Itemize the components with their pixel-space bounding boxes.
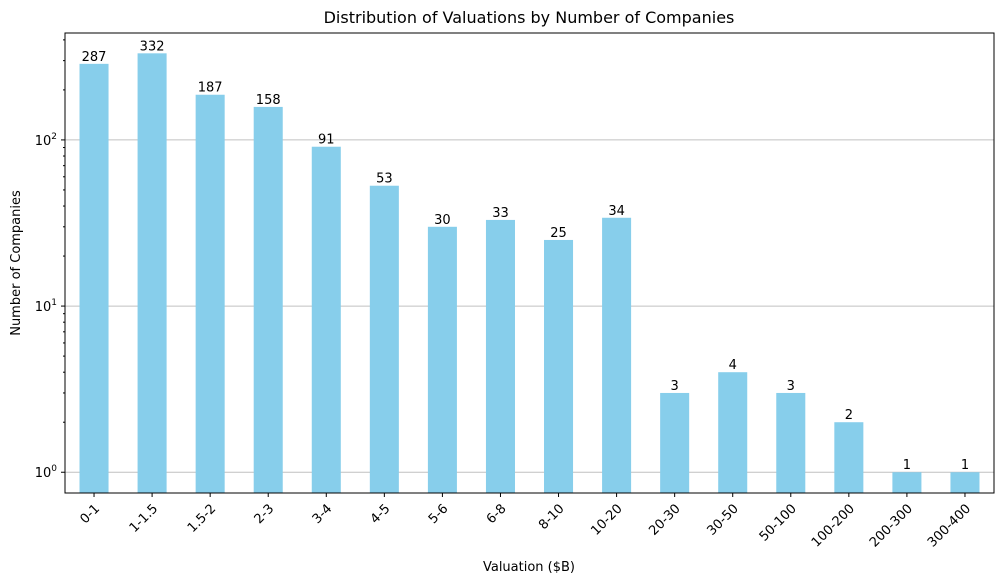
data-label: 30 [434, 213, 451, 228]
data-label: 332 [140, 39, 165, 54]
x-tick-label: 20-30 [646, 501, 683, 538]
x-tick-label: 0-1 [77, 501, 103, 527]
bars [79, 53, 980, 494]
x-tick-label: 5-6 [426, 501, 452, 527]
data-label: 187 [198, 81, 223, 96]
x-tick-label: 200-300 [867, 501, 916, 550]
data-label: 3 [787, 379, 795, 394]
x-tick-label: 4-5 [368, 501, 394, 527]
y-tick-label: 101 [35, 298, 57, 315]
bar [892, 472, 922, 493]
x-tick-label: 2-3 [252, 501, 278, 527]
x-tick-label: 100-200 [809, 501, 858, 550]
data-label: 34 [608, 204, 625, 219]
data-label: 4 [729, 358, 737, 373]
bar [195, 94, 225, 494]
bar [602, 217, 632, 493]
chart-title: Distribution of Valuations by Number of … [324, 8, 735, 27]
data-label: 53 [376, 172, 393, 187]
x-axis: 0-1 1-1.5 1.5-2 2-3 3-4 4-5 5-6 6-8 8-10 10-20 20-… [77, 493, 974, 550]
bar [369, 185, 399, 493]
x-tick-label: 1-1.5 [127, 501, 161, 535]
bar [834, 422, 864, 493]
bar [660, 392, 690, 493]
y-tick-label: 100 [35, 464, 58, 481]
bar [485, 219, 515, 493]
data-label: 2 [845, 408, 853, 423]
x-tick-label: 30-50 [704, 501, 741, 538]
x-tick-label: 8-10 [536, 501, 567, 532]
y-axis: 100 101 102 [35, 39, 65, 481]
data-label: 3 [671, 379, 679, 394]
data-label: 1 [903, 458, 911, 473]
x-tick-label: 10-20 [588, 501, 625, 538]
y-axis-title: Number of Companies [9, 190, 24, 336]
y-tick-label: 102 [35, 132, 57, 149]
bar [137, 53, 167, 493]
x-tick-label: 6-8 [484, 501, 510, 527]
x-tick-label: 3-4 [310, 501, 336, 527]
x-tick-label: 300-400 [925, 501, 974, 550]
bar [950, 472, 980, 493]
bar [253, 106, 283, 493]
plot-frame [64, 32, 995, 494]
bar [79, 63, 109, 493]
bar [311, 146, 341, 494]
x-tick-label: 50-100 [757, 501, 800, 544]
bar [718, 372, 748, 493]
data-label: 287 [82, 50, 107, 65]
bar [776, 392, 806, 493]
bar [427, 226, 457, 493]
x-axis-title: Valuation ($B) [483, 560, 575, 575]
x-tick-label: 1.5-2 [185, 501, 219, 535]
data-label: 1 [961, 458, 969, 473]
data-label: 25 [550, 226, 567, 241]
data-label: 158 [256, 93, 281, 108]
data-label: 91 [318, 133, 335, 148]
data-label: 33 [492, 206, 509, 221]
bar [544, 239, 574, 493]
